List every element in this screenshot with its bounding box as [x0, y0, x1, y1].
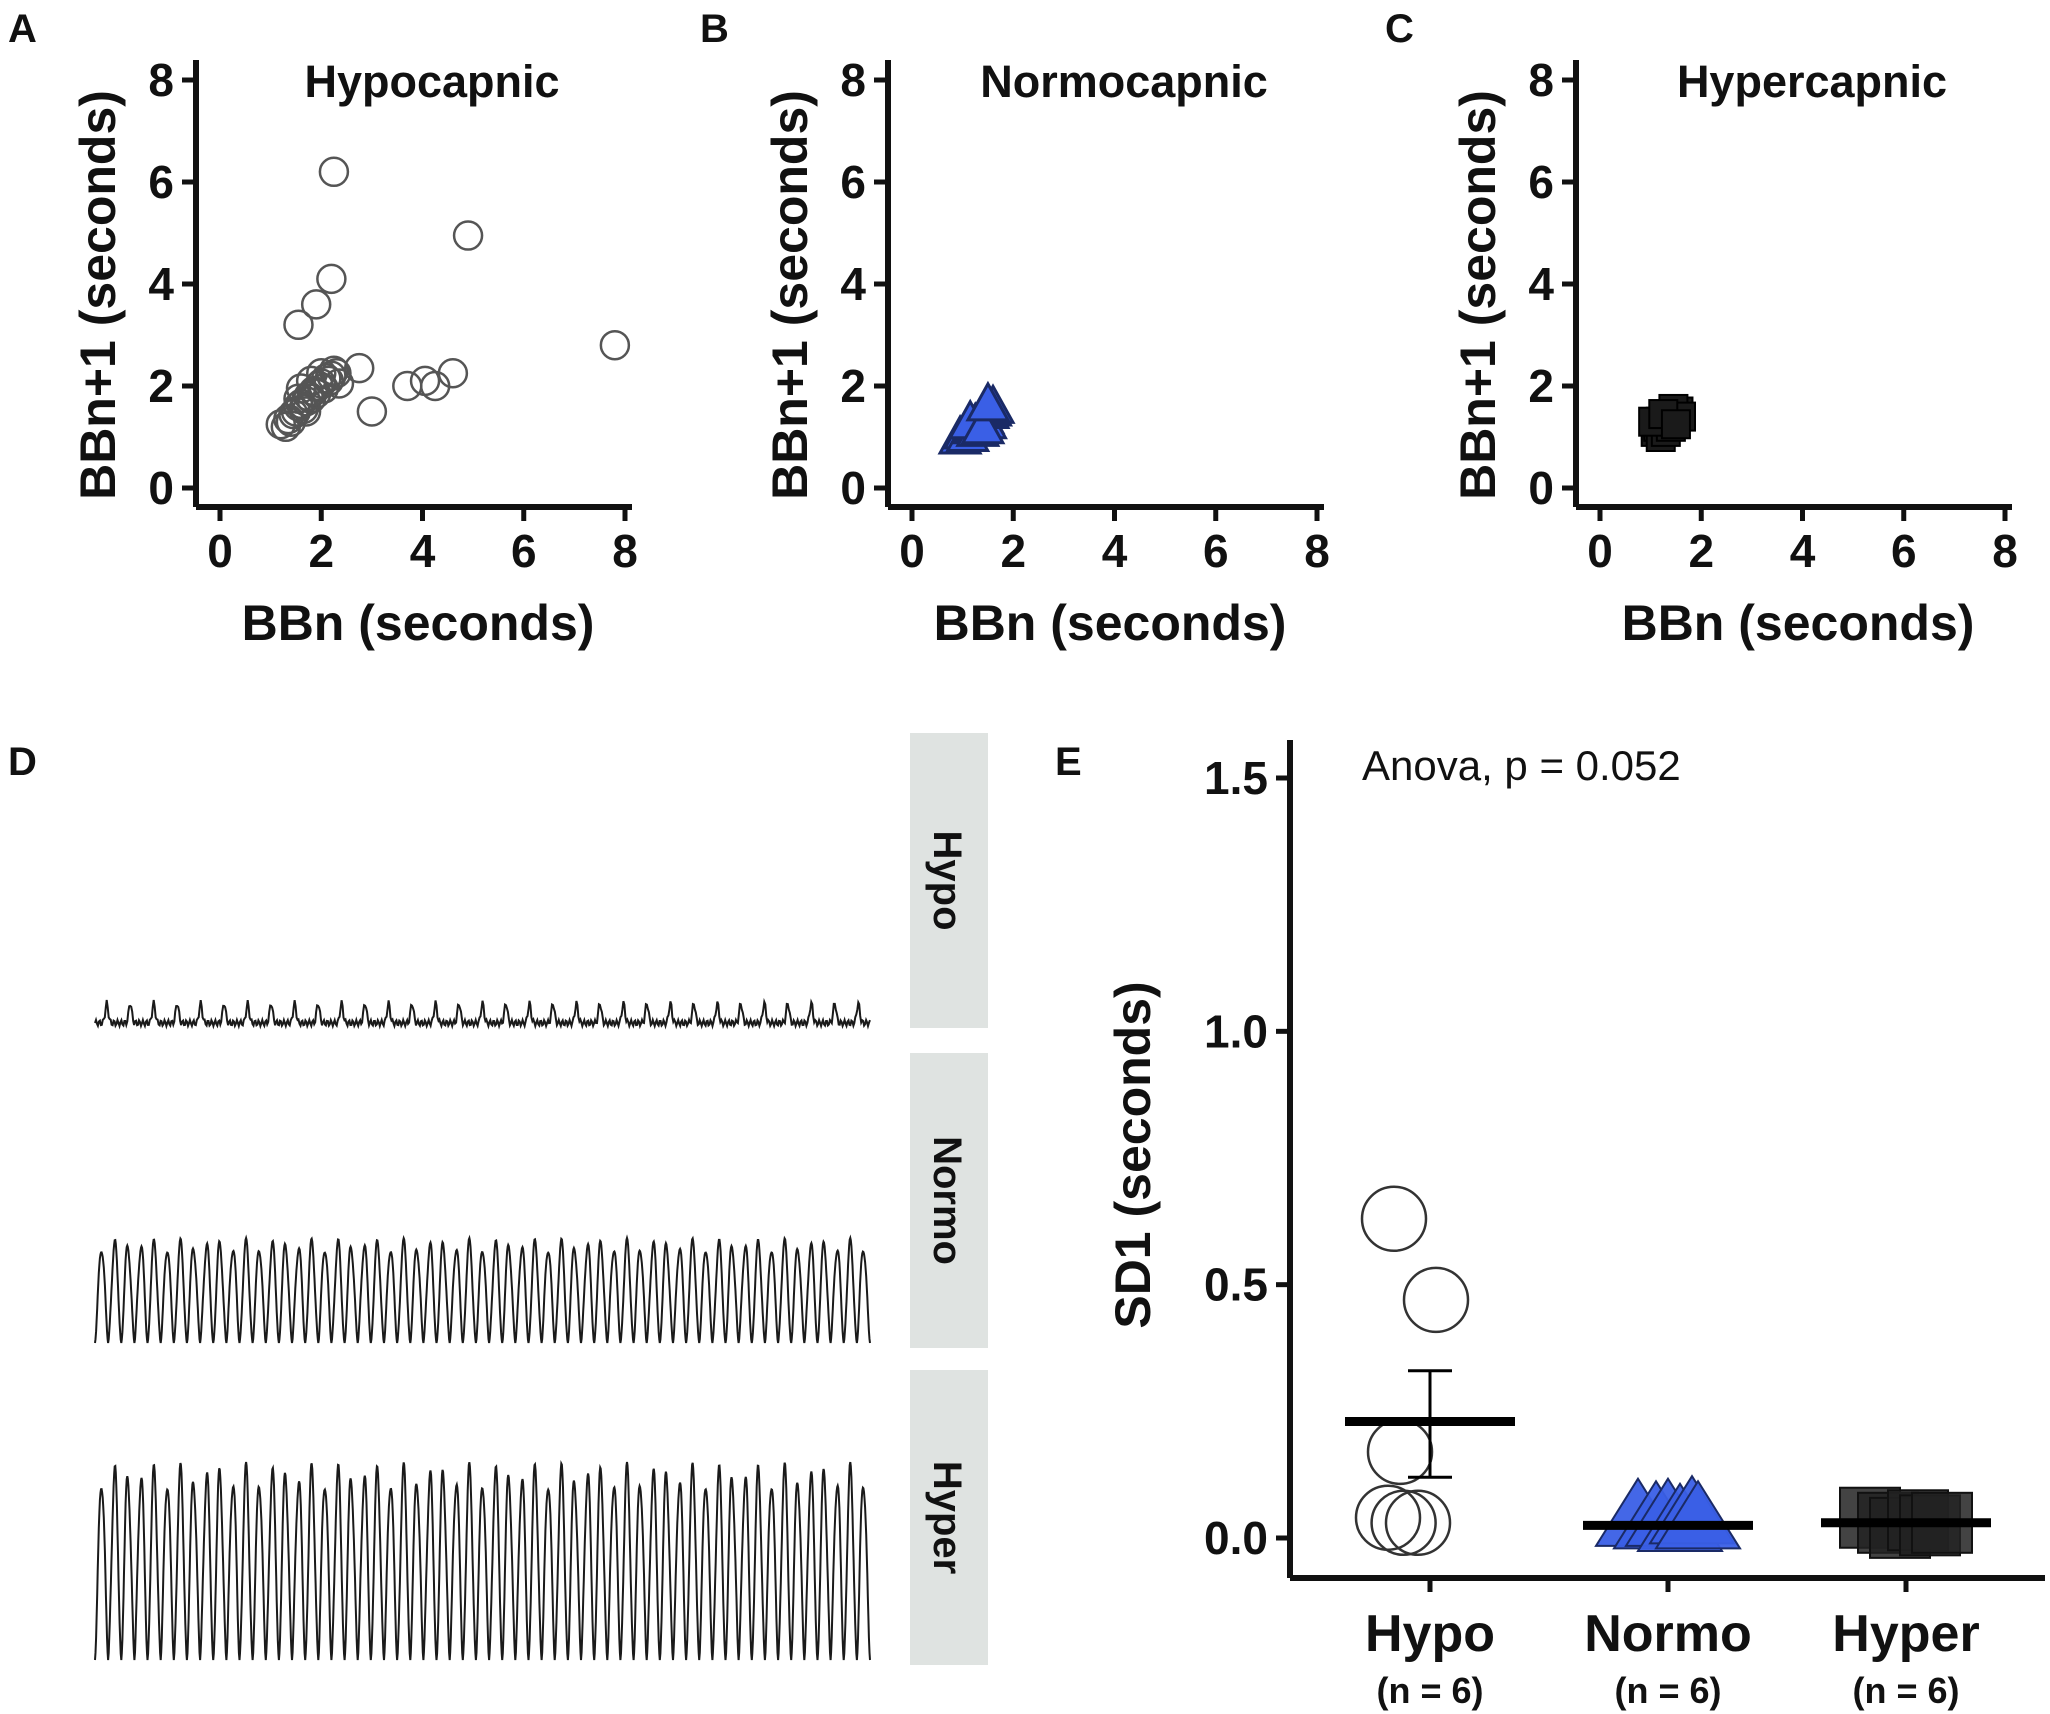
category-label: Hypo	[1365, 1605, 1495, 1663]
n-label: (n = 6)	[1614, 1670, 1721, 1711]
y-axis-title: BBn+1 (seconds)	[70, 90, 126, 500]
group-point	[1654, 1479, 1742, 1550]
x-tick-label: 4	[1790, 525, 1816, 577]
x-axis-title: BBn (seconds)	[242, 595, 595, 651]
strip-label-normo: Normo	[925, 1136, 969, 1265]
group-point	[1366, 1418, 1434, 1486]
x-tick-label: 2	[1000, 525, 1026, 577]
x-tick-label: 0	[207, 525, 233, 577]
panel-letter-d: D	[8, 740, 37, 784]
x-tick-label: 2	[308, 525, 334, 577]
category-label: Hyper	[1832, 1605, 1979, 1663]
y-tick-label: 4	[148, 258, 174, 310]
y-tick-label: 0	[148, 462, 174, 514]
y-tick-label: 1.5	[1204, 752, 1268, 804]
strip-hypo	[910, 733, 988, 1028]
data-point	[316, 263, 347, 295]
y-tick-label: 1.0	[1204, 1005, 1268, 1057]
data-point	[343, 352, 375, 384]
y-tick-label: 0.5	[1204, 1259, 1268, 1311]
n-label: (n = 6)	[1376, 1670, 1483, 1711]
plot-title: Normocapnic	[980, 56, 1268, 107]
x-tick-label: 6	[1203, 525, 1229, 577]
x-tick-label: 6	[511, 525, 537, 577]
strip-label-hypo: Hypo	[925, 831, 969, 931]
poincare-plot-hypercapnic: 0 2 4 6 8 0 2 4 6 8 Hypercapnic BBn (seconds) BBn+1 …	[1450, 54, 2018, 651]
anova-annotation: Anova, p = 0.052	[1362, 742, 1681, 789]
category-label: Normo	[1584, 1605, 1752, 1663]
group-point	[1370, 1489, 1437, 1557]
x-tick-label: 8	[1992, 525, 2018, 577]
x-tick-label: 4	[410, 525, 436, 577]
y-tick-label: 2	[148, 360, 174, 412]
data-point	[452, 220, 484, 251]
breathing-trace-hypo	[94, 997, 871, 1030]
x-tick-label: 2	[1688, 525, 1714, 577]
y-tick-label: 8	[840, 54, 866, 106]
y-tick-label: 2	[1528, 360, 1554, 412]
x-tick-label: 6	[1891, 525, 1917, 577]
breathing-trace-hyper	[94, 1459, 871, 1661]
data-point	[318, 156, 350, 188]
data-point	[290, 396, 322, 427]
poincare-plot-normocapnic: 0 2 4 6 8 0 2 4 6 8 Normocapnic BBn (seconds) BBn+1 …	[762, 54, 1330, 651]
data-point	[960, 403, 1006, 445]
data-point	[1660, 409, 1691, 440]
y-tick-label: 4	[840, 258, 866, 310]
n-label: (n = 6)	[1852, 1670, 1959, 1711]
panel-letter-e: E	[1055, 740, 1082, 784]
panel-letter-b: B	[700, 7, 729, 51]
sd1-dotplot: Anova, p = 0.052 0.0 0.5 1.0 1.5 SD1 (second…	[1105, 740, 2045, 1711]
data-point	[316, 360, 347, 392]
panel-letter-c: C	[1385, 7, 1414, 51]
data-point	[392, 370, 423, 402]
poincare-plot-hypocapnic: 0 2 4 6 8 0 2 4 6 8 Hypocapnic BBn (seconds) BBn+1 (…	[70, 54, 638, 651]
x-axis-title: BBn (seconds)	[1622, 595, 1975, 651]
breathing-traces: Hypo Normo Hyper	[94, 733, 988, 1665]
x-tick-label: 8	[1304, 525, 1330, 577]
y-tick-label: 6	[148, 156, 174, 208]
y-tick-label: 0	[840, 462, 866, 514]
x-tick-label: 0	[1587, 525, 1613, 577]
data-point	[306, 358, 337, 389]
y-tick-label: 0.0	[1204, 1512, 1268, 1564]
plot-title: Hypercapnic	[1677, 56, 1947, 107]
y-axis-title: BBn+1 (seconds)	[1450, 90, 1506, 500]
group-point	[1360, 1185, 1428, 1253]
data-point	[285, 373, 317, 404]
y-tick-label: 8	[148, 54, 174, 106]
y-tick-label: 4	[1528, 258, 1554, 310]
breathing-trace-normo	[94, 1234, 871, 1344]
y-tick-label: 6	[840, 156, 866, 208]
group-point	[1402, 1266, 1470, 1334]
data-point	[437, 358, 469, 389]
x-axis-title: BBn (seconds)	[934, 595, 1287, 651]
y-tick-label: 2	[840, 360, 866, 412]
group-point	[1384, 1489, 1452, 1557]
plot-title: Hypocapnic	[304, 56, 559, 107]
data-point	[356, 396, 388, 427]
data-point	[965, 380, 1011, 422]
y-tick-label: 8	[1528, 54, 1554, 106]
y-tick-label: 0	[1528, 462, 1554, 514]
x-tick-label: 4	[1102, 525, 1128, 577]
y-axis-title: SD1 (seconds)	[1105, 981, 1161, 1328]
strip-label-hyper: Hyper	[925, 1461, 969, 1574]
data-point	[599, 329, 631, 361]
strip-hyper	[910, 1370, 988, 1665]
data-point	[283, 309, 314, 341]
y-axis-title: BBn+1 (seconds)	[762, 90, 818, 500]
x-tick-label: 8	[612, 525, 638, 577]
y-tick-label: 6	[1528, 156, 1554, 208]
panel-letter-a: A	[8, 7, 37, 51]
data-point	[300, 289, 332, 320]
x-tick-label: 0	[899, 525, 925, 577]
strip-normo	[910, 1053, 988, 1348]
data-point	[275, 406, 307, 437]
